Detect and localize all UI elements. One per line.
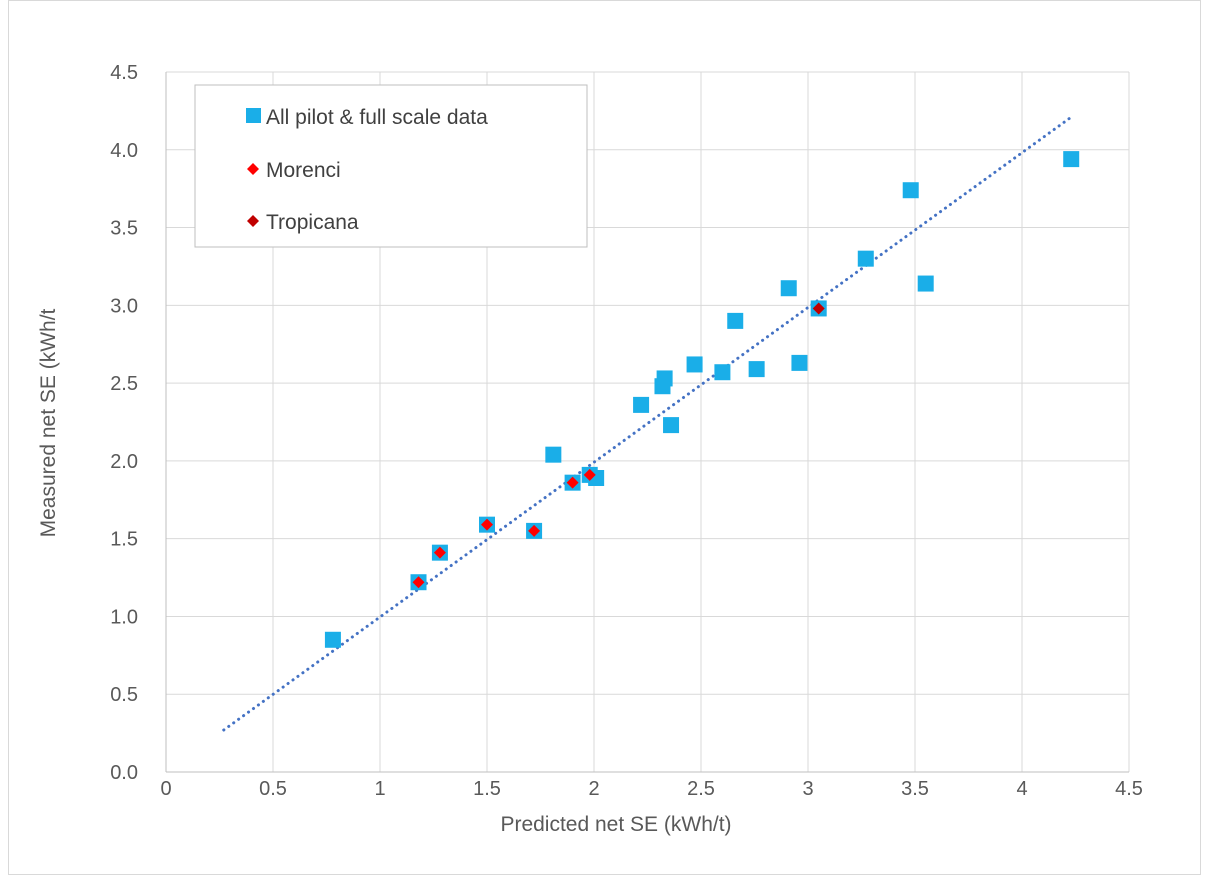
x-tick-label: 0.5	[259, 778, 287, 800]
data-point-all-pilot-full-scale-data	[791, 354, 808, 371]
data-points	[324, 151, 1080, 648]
y-tick-label: 0.0	[110, 762, 138, 784]
y-axis-title: Measured net SE (kWh/t	[37, 308, 60, 537]
y-tick-label: 1.0	[110, 606, 138, 628]
legend-label-all-data: All pilot & full scale data	[266, 106, 488, 129]
x-tick-label: 3	[802, 778, 813, 800]
legend-marker-tropicana	[247, 215, 259, 227]
x-tick-label: 4	[1016, 778, 1027, 800]
x-tick-label: 2	[588, 778, 599, 800]
data-point-all-pilot-full-scale-data	[902, 182, 919, 199]
data-point-all-pilot-full-scale-data	[748, 361, 765, 378]
data-point-all-pilot-full-scale-data	[656, 370, 673, 387]
data-point-morenci	[583, 468, 596, 481]
x-axis-title: Predicted net SE (kWh/t)	[500, 813, 731, 836]
axes	[165, 72, 1129, 773]
data-point-all-pilot-full-scale-data	[727, 312, 744, 329]
tick-labels: 0 0.5 1 1.5 2 2.5 3 3.5 4 4.5 0.0 0.5 1.0 1.5 2.0 2.5 3.…	[110, 62, 1143, 800]
grid-lines	[166, 71, 1130, 772]
data-point-all-pilot-full-scale-data	[324, 631, 341, 648]
data-point-all-pilot-full-scale-data	[780, 280, 797, 297]
x-tick-label: 1	[374, 778, 385, 800]
y-tick-label: 0.5	[110, 684, 138, 706]
legend-label-morenci: Morenci	[266, 159, 341, 182]
y-tick-label: 3.0	[110, 295, 138, 317]
legend: All pilot & full scale data Morenci Trop…	[194, 84, 588, 248]
legend-marker-morenci	[247, 163, 259, 175]
x-tick-label: 4.5	[1115, 778, 1143, 800]
data-point-all-pilot-full-scale-data	[686, 356, 703, 373]
legend-label-tropicana: Tropicana	[266, 211, 359, 234]
y-tick-label: 3.5	[110, 218, 138, 240]
trendline	[222, 115, 1073, 732]
data-point-all-pilot-full-scale-data	[663, 417, 680, 434]
legend-marker-all-data	[246, 108, 261, 123]
data-point-morenci	[433, 546, 446, 559]
y-tick-label: 4.0	[110, 140, 138, 162]
data-point-all-pilot-full-scale-data	[633, 396, 650, 413]
data-point-tropicana	[812, 302, 825, 315]
trendline-layer	[222, 115, 1073, 732]
data-point-morenci	[566, 476, 579, 489]
y-tick-label: 4.5	[110, 62, 138, 84]
y-tick-label: 2.5	[110, 373, 138, 395]
data-point-morenci	[481, 518, 493, 531]
y-tick-label: 1.5	[110, 529, 138, 551]
x-tick-label: 2.5	[687, 778, 715, 800]
x-tick-label: 3.5	[901, 778, 929, 800]
x-tick-label: 0	[160, 778, 171, 800]
data-point-all-pilot-full-scale-data	[545, 446, 562, 463]
data-point-morenci	[412, 576, 425, 589]
data-point-all-pilot-full-scale-data	[714, 364, 731, 381]
data-point-all-pilot-full-scale-data	[1063, 151, 1080, 168]
x-tick-label: 1.5	[473, 778, 501, 800]
data-point-morenci	[528, 524, 541, 537]
data-point-all-pilot-full-scale-data	[857, 250, 874, 267]
data-point-all-pilot-full-scale-data	[917, 275, 934, 292]
y-tick-label: 2.0	[110, 451, 138, 473]
